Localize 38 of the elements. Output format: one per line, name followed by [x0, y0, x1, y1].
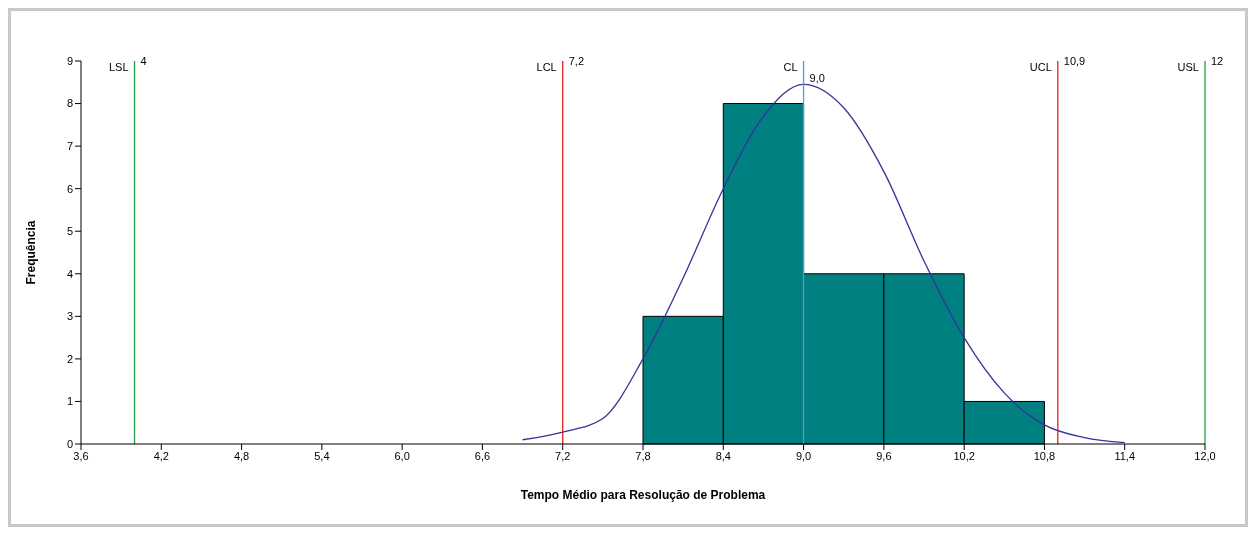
y-tick-label: 6	[66, 182, 73, 195]
x-tick-label: 7,2	[555, 449, 571, 462]
y-tick-label: 9	[66, 54, 73, 67]
x-tick-label: 6,0	[394, 449, 410, 462]
line-series	[521, 83, 1126, 444]
y-axis-title: Frequência	[24, 220, 39, 285]
x-tick-label: 10,2	[953, 449, 975, 462]
x-tick-label: 4,2	[153, 449, 169, 462]
x-tick-label: 8,4	[715, 449, 731, 462]
y-tick-label: 3	[66, 310, 73, 323]
y-tick-label: 5	[66, 225, 73, 238]
x-tick-label: 11,4	[1114, 449, 1136, 462]
annotation: 12	[1211, 55, 1224, 67]
ref-line-label: LSL	[108, 61, 129, 73]
ref-line-label: LCL	[536, 61, 557, 73]
x-tick-label: 12,0	[1194, 449, 1216, 462]
x-tick-label: 9,6	[876, 449, 892, 462]
ref-line-label: USL	[1177, 61, 1199, 73]
x-tick-label: 7,8	[635, 449, 651, 462]
annotation: 4	[140, 55, 147, 67]
annotation: 9,0	[809, 72, 825, 85]
x-tick-label: 6,6	[474, 449, 491, 462]
annotation: 10,9	[1063, 55, 1086, 67]
y-tick-label: 2	[66, 352, 73, 365]
ref-line-label: CL	[783, 61, 798, 73]
x-tick-label: 9,0	[795, 449, 812, 462]
x-tick-label: 3,6	[73, 449, 89, 462]
x-tick-label: 5,4	[314, 449, 330, 462]
ref-line-label: UCL	[1029, 61, 1052, 73]
y-tick-label: 1	[66, 395, 73, 408]
y-tick-label: 8	[66, 97, 73, 110]
y-tick-label: 0	[66, 437, 73, 450]
x-axis-title: Tempo Médio para Resolução de Problema	[520, 488, 766, 502]
y-tick-label: 7	[66, 140, 73, 153]
x-tick-label: 4,8	[233, 449, 250, 462]
annotation: 7,2	[568, 55, 585, 67]
y-tick-label: 4	[66, 267, 73, 280]
x-tick-label: 10,8	[1033, 449, 1056, 462]
